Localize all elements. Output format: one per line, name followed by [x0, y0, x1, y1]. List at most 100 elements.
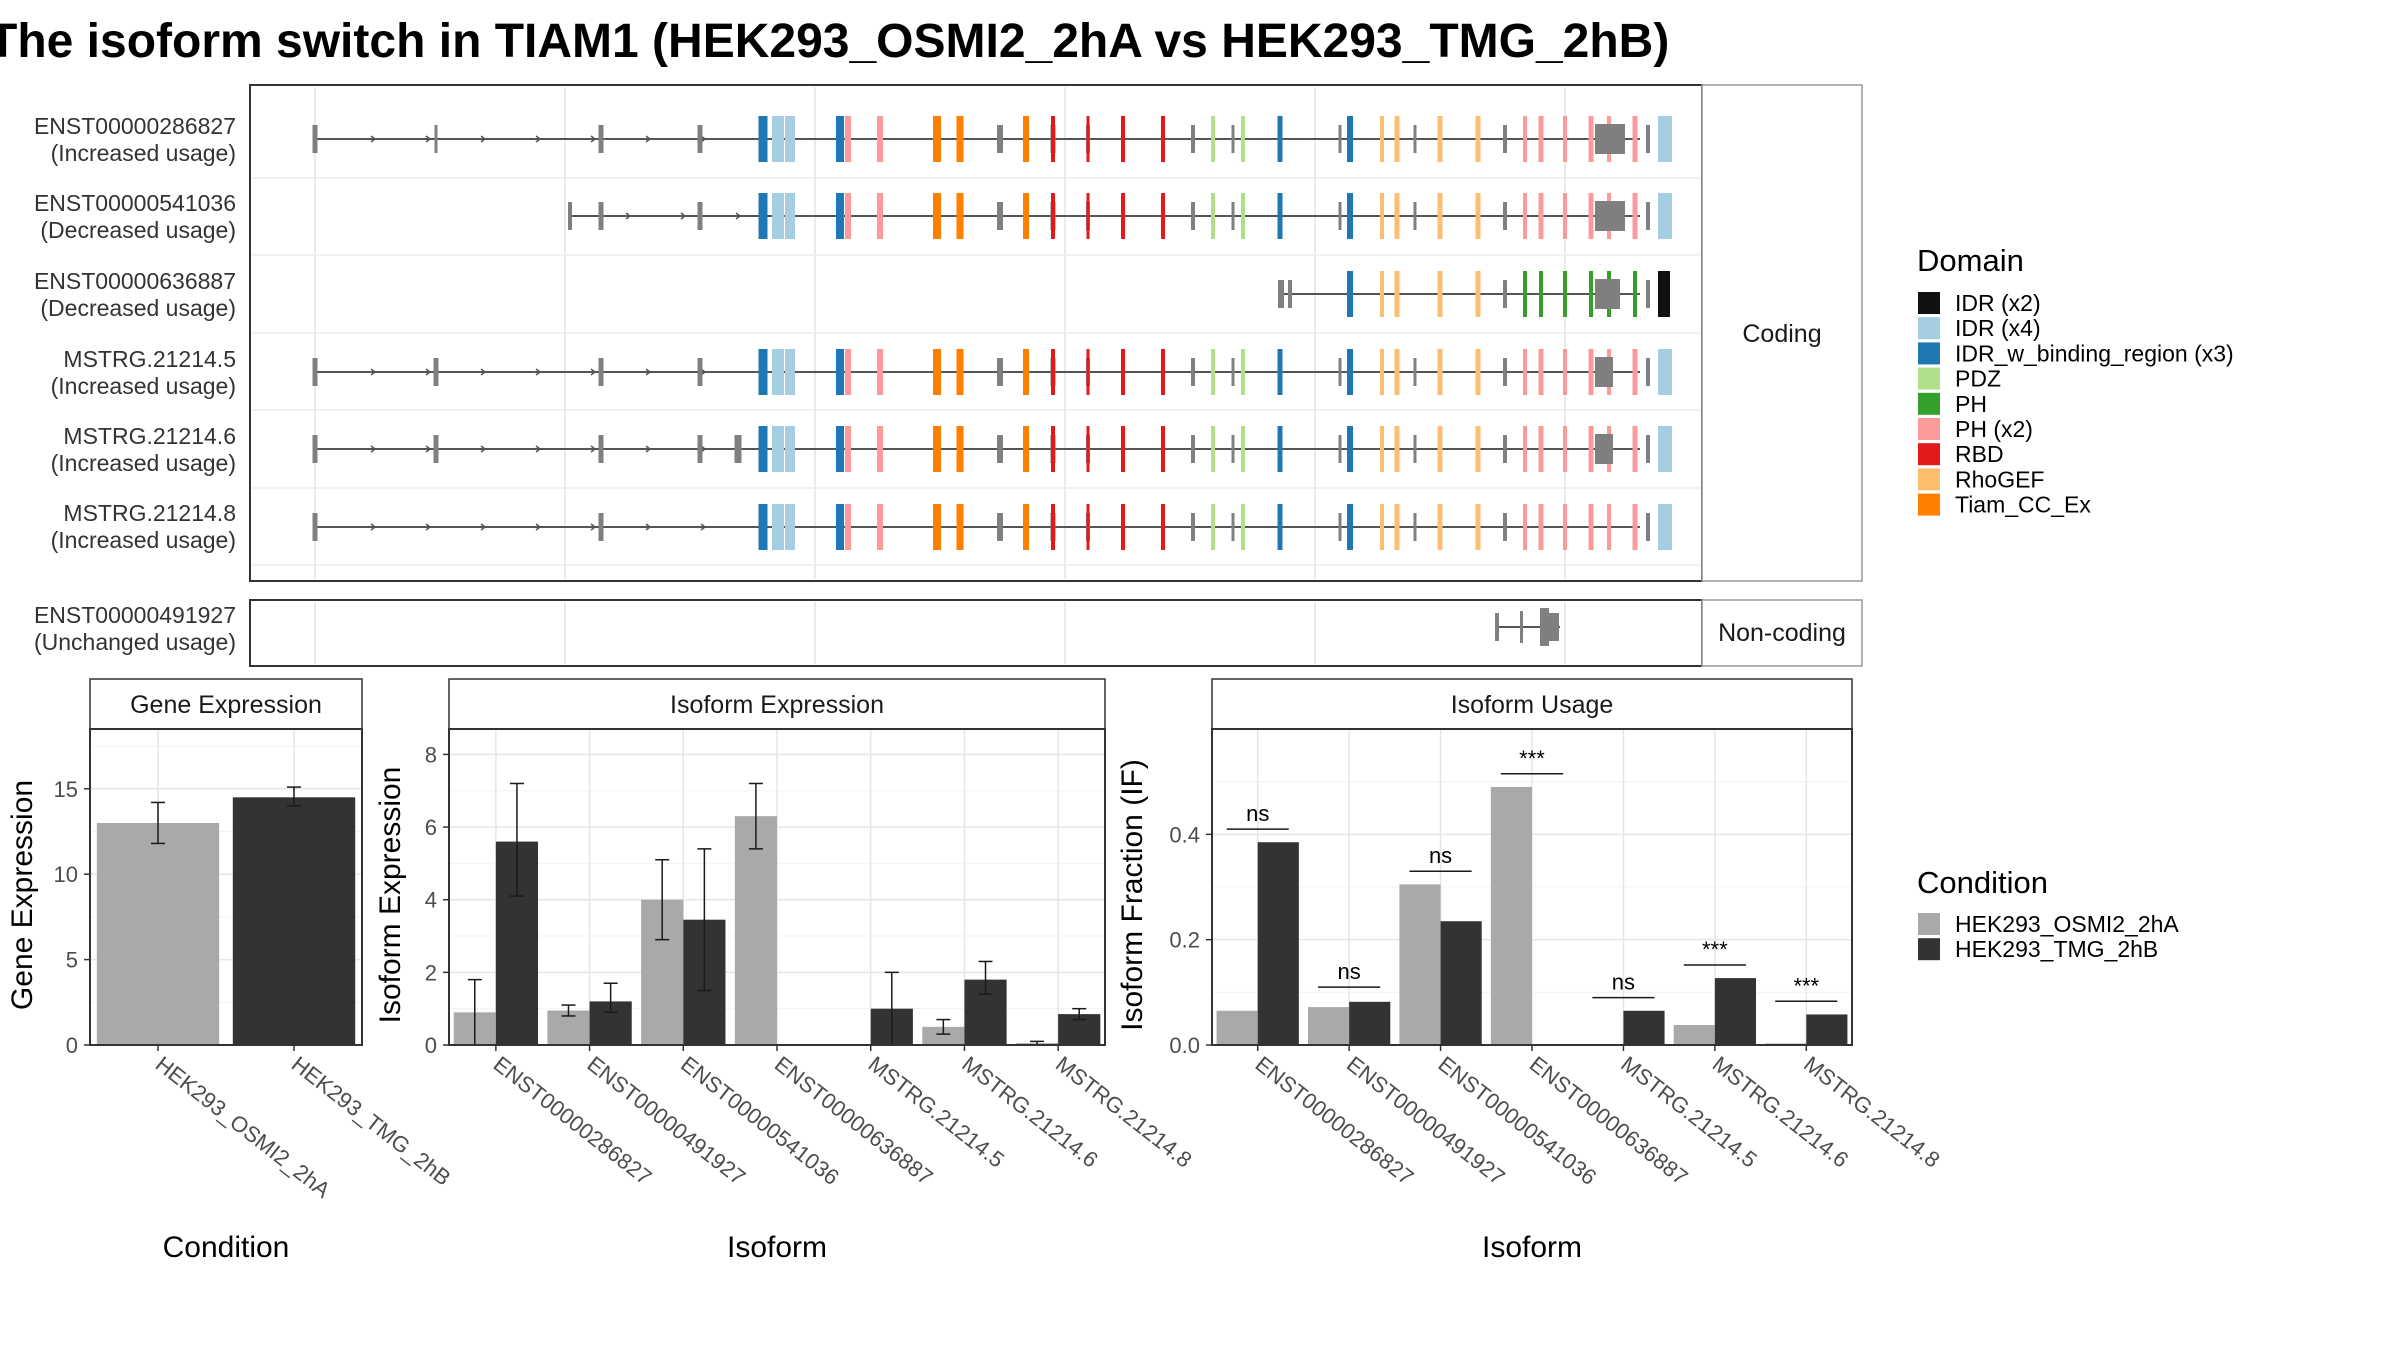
exon-block [1588, 193, 1594, 239]
exon-block [1211, 116, 1215, 162]
exon-block [836, 504, 844, 550]
strand-arrow [680, 212, 687, 220]
strand-arrow [535, 523, 542, 531]
bar [1308, 1007, 1350, 1045]
y-tick-label: 4 [425, 888, 437, 913]
exon-block [1632, 193, 1638, 239]
exon-block [1211, 426, 1215, 472]
isoform-usage-title: Isoform Usage [1451, 691, 1614, 719]
exon-block [1658, 426, 1672, 472]
legend-label: PH (x2) [1955, 416, 2033, 442]
exon-block [877, 349, 883, 395]
exon-block [1380, 349, 1384, 395]
legend-key [1918, 317, 1940, 340]
exon-block [956, 426, 964, 472]
exon-block [1191, 125, 1195, 153]
strand-arrow [425, 523, 432, 531]
transcript-id: ENST00000286827 [34, 113, 236, 139]
exon-block [836, 116, 844, 162]
isoform-expression-title: Isoform Expression [670, 691, 884, 719]
significance-label: ns [1612, 970, 1635, 995]
utr-block [1595, 124, 1625, 154]
domain-legend: Domain IDR (x2)IDR (x4)IDR_w_binding_reg… [1917, 243, 2234, 518]
strand-arrow [590, 368, 597, 376]
exon-block [845, 426, 851, 472]
exon-block [1338, 125, 1342, 153]
strand-arrow [735, 212, 742, 220]
exon-block [1347, 349, 1353, 395]
exon-block [1563, 116, 1567, 162]
transcript-usage: (Increased usage) [51, 373, 236, 399]
exon-block [1633, 271, 1637, 317]
exon-block [1549, 613, 1559, 641]
plot-border [1211, 728, 1853, 1046]
exon-block [1538, 193, 1544, 239]
exon-block [598, 435, 604, 463]
transcript-id: ENST00000636887 [34, 268, 236, 294]
legend-label: Tiam_CC_Ex [1955, 492, 2091, 518]
strand-arrow [645, 368, 652, 376]
exon-block [758, 504, 768, 550]
gene-expression-title: Gene Expression [130, 691, 322, 719]
exon-block [1121, 193, 1125, 239]
exon-block [1523, 349, 1527, 395]
transcript-label: ENST00000286827 (Increased usage) [34, 113, 236, 166]
exon-block [1394, 116, 1400, 162]
transcript-usage: (Increased usage) [51, 140, 236, 166]
exon-block [1437, 116, 1443, 162]
plot-border [448, 728, 1106, 1046]
exon-block [1121, 504, 1125, 550]
exon-block [1475, 271, 1481, 317]
utr-block [1595, 279, 1620, 309]
exon-block [598, 125, 604, 153]
exon-block [1277, 426, 1283, 472]
exon-block [1380, 193, 1384, 239]
exon-block [1437, 271, 1443, 317]
exon-block [1413, 202, 1417, 230]
isoform-expression-xlabel: Isoform [727, 1231, 827, 1264]
exon-block [1161, 426, 1165, 472]
exon-block [1231, 125, 1235, 153]
exon-block [877, 426, 883, 472]
legend-key [1918, 392, 1940, 415]
exon-block [1475, 349, 1481, 395]
exon-block [1503, 435, 1507, 463]
isoform-expression-strip [448, 678, 1106, 730]
exon-block [1523, 426, 1527, 472]
exon-block [697, 202, 703, 230]
transcript-label: ENST00000491927 (Unchanged usage) [34, 602, 236, 655]
exon-block [1495, 613, 1499, 641]
figure-title: The isoform switch in TIAM1 (HEK293_OSMI… [0, 15, 1669, 68]
transcript-usage: (Increased usage) [51, 527, 236, 553]
exon-block [758, 116, 768, 162]
exon-block [1231, 513, 1235, 541]
exon-block [772, 426, 784, 472]
x-tick-label: ENST00000636887 [1525, 1051, 1693, 1190]
exon-block [697, 435, 703, 463]
exon-block [877, 116, 883, 162]
exon-block [1347, 116, 1353, 162]
exon-block [1540, 608, 1549, 646]
gene-expression-strip [89, 678, 363, 730]
exon-block [1288, 280, 1292, 308]
exon-block [772, 193, 784, 239]
exon-block [956, 504, 964, 550]
bar [1714, 978, 1756, 1045]
gene-expression-xlabel: Condition [163, 1231, 290, 1264]
exon-block [785, 349, 795, 395]
exon-block [1051, 504, 1055, 550]
exon-block [1241, 504, 1245, 550]
significance-label: *** [1702, 937, 1728, 962]
exon-block [845, 504, 851, 550]
exon-block [1338, 435, 1342, 463]
exon-block [1539, 271, 1543, 317]
y-tick-label: 0.2 [1169, 928, 1200, 953]
transcript-label: MSTRG.21214.6 (Increased usage) [51, 423, 236, 476]
legend-key [1918, 493, 1940, 516]
legend-label: PH [1955, 391, 1987, 417]
strand-arrow [535, 368, 542, 376]
exon-block [1503, 202, 1507, 230]
exon-block [956, 116, 964, 162]
